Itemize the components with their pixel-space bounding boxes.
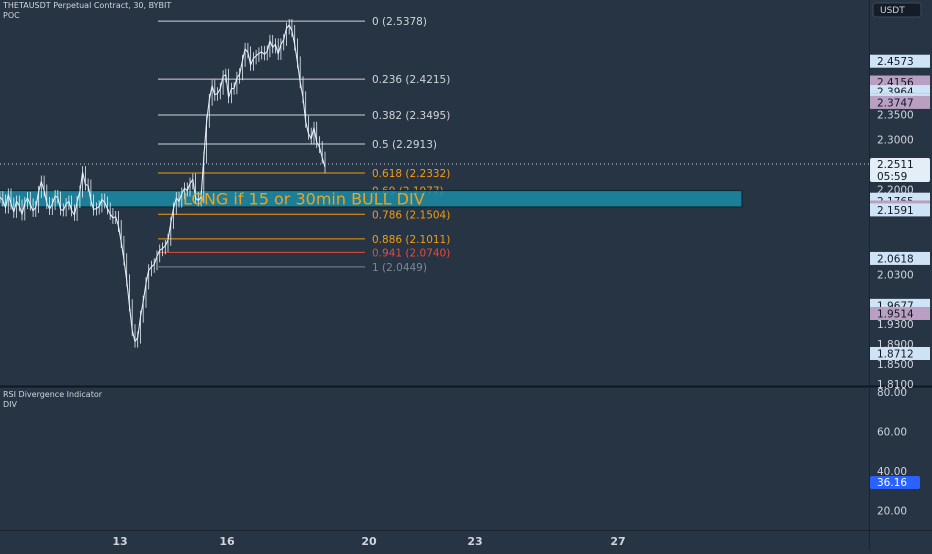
x-tick-label: 20 xyxy=(361,535,377,548)
fib-level-label: 0.786 (2.1504) xyxy=(372,209,450,221)
price-label-badge xyxy=(870,346,930,360)
fib-level-label: 0 (2.5378) xyxy=(372,16,427,28)
rsi-value-badge xyxy=(870,476,920,489)
chart-symbol-title[interactable]: THETAUSDT Perpetual Contract, 30, BYBIT xyxy=(3,1,172,10)
price-label-value: 2.0618 xyxy=(877,253,914,265)
current-price-badge xyxy=(870,158,930,183)
price-label-value: 2.3747 xyxy=(877,97,914,109)
annotation-text[interactable]: LONG if 15 or 30min BULL DIV xyxy=(183,190,425,209)
fib-level-label: 0.236 (2.4215) xyxy=(372,74,450,86)
currency-button-box[interactable] xyxy=(872,2,922,18)
time-axis[interactable]: 13 16 20 23 27 xyxy=(112,535,625,548)
x-tick-label: 27 xyxy=(610,535,625,548)
rsi-indicator-title[interactable]: RSI Divergence Indicator xyxy=(3,390,103,399)
long-zone-rectangle[interactable] xyxy=(0,189,743,208)
rsi-tick-label: 20.00 xyxy=(877,505,907,517)
price-label-badge xyxy=(870,95,930,109)
price-axis-labels: 2.45732.41562.39642.38062.37992.37472.18… xyxy=(870,54,930,360)
y-tick-label: 1.8500 xyxy=(877,359,914,371)
price-label-badge xyxy=(870,203,930,217)
price-series xyxy=(0,19,326,348)
current-price-value: 2.2511 xyxy=(877,159,914,171)
rsi-value: 36.16 xyxy=(877,477,907,489)
rsi-axis[interactable]: 80.00 60.00 40.00 20.00 xyxy=(877,387,907,517)
rsi-tick-label: 80.00 xyxy=(877,387,907,399)
y-tick-label: 1.8100 xyxy=(877,379,914,391)
zone-rectangle[interactable] xyxy=(0,189,743,208)
current-price-label: 2.2511 05:59 xyxy=(870,158,930,183)
price-label-value: 2.1591 xyxy=(877,205,914,217)
price-label-badge xyxy=(870,306,930,320)
fib-level-label: 1 (2.0449) xyxy=(372,262,427,274)
rsi-tick-label: 60.00 xyxy=(877,426,907,438)
fib-level-label: 0.618 (2.2332) xyxy=(372,168,450,180)
y-tick-label: 2.3500 xyxy=(877,110,914,122)
fib-level-label: 0.886 (2.1011) xyxy=(372,234,450,246)
x-tick-label: 13 xyxy=(112,535,127,548)
fib-level-label: 0.382 (2.3495) xyxy=(372,110,450,122)
countdown-value: 05:59 xyxy=(877,171,907,183)
y-tick-label: 1.9300 xyxy=(877,319,914,331)
y-tick-label: 2.0300 xyxy=(877,269,914,281)
y-tick-label: 2.3000 xyxy=(877,135,914,147)
price-label-badge xyxy=(870,54,930,68)
rsi-value-label: 36.16 xyxy=(870,476,920,489)
price-label-badge xyxy=(870,251,930,265)
price-label-value: 1.9514 xyxy=(877,308,914,320)
currency-button-label[interactable]: USDT xyxy=(880,6,905,16)
rsi-tick-label: 40.00 xyxy=(877,466,907,478)
currency-button[interactable]: USDT xyxy=(872,2,922,18)
price-label-value: 1.8712 xyxy=(877,348,914,360)
x-tick-label: 23 xyxy=(467,535,482,548)
zone-annotation[interactable]: LONG if 15 or 30min BULL DIV xyxy=(183,190,425,209)
rsi-indicator-sub[interactable]: DIV xyxy=(3,400,17,409)
fib-level-label: 0.941 (2.0740) xyxy=(372,247,450,259)
price-label-value: 2.4573 xyxy=(877,56,914,68)
fib-level-label: 0.5 (2.2913) xyxy=(372,139,437,151)
x-tick-label: 16 xyxy=(219,535,235,548)
indicator-label-poc[interactable]: POC xyxy=(3,11,20,20)
